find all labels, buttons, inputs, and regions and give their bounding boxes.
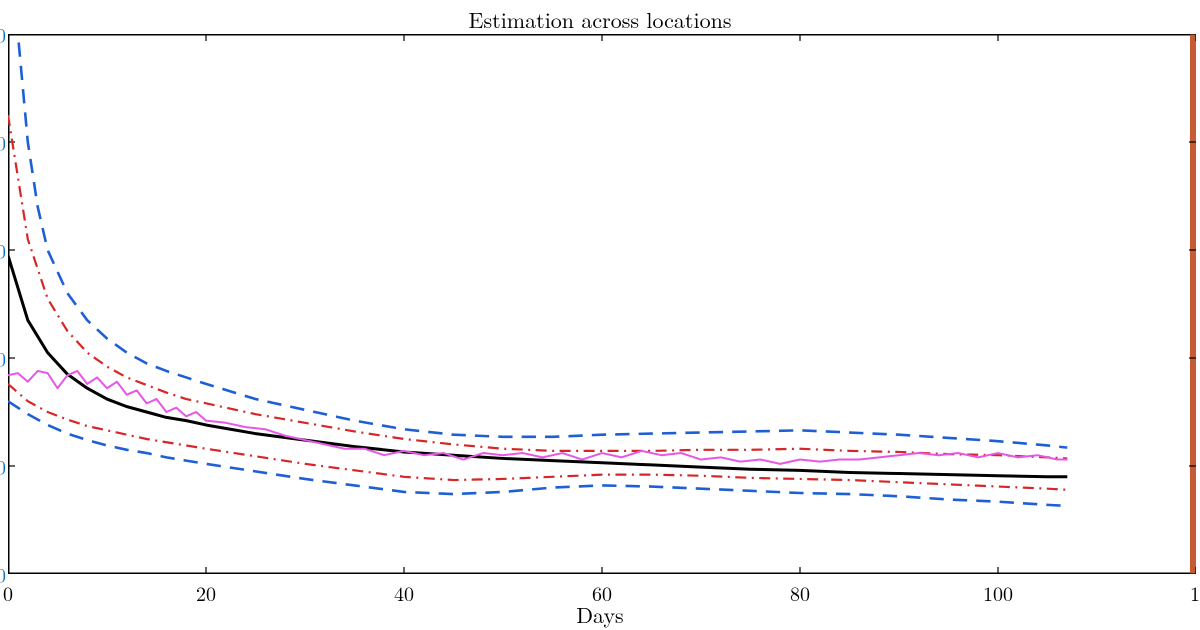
plot-area <box>8 34 1196 574</box>
y-tick-label: 0 <box>0 20 6 49</box>
y-tick-label: 0 <box>0 128 6 157</box>
x-tick-label: 40 <box>394 578 414 607</box>
y-tick-label: 0 <box>0 344 6 373</box>
x-tick-label: 80 <box>790 578 810 607</box>
chart-root: Estimation across locations Days 0204060… <box>0 0 1200 630</box>
x-tick-label: 20 <box>196 578 216 607</box>
x-tick-label: 12 <box>1190 578 1200 607</box>
y-tick-label: 0 <box>0 560 6 589</box>
plot-svg <box>8 34 1196 574</box>
x-tick-label: 100 <box>983 578 1013 607</box>
y-tick-label: 0 <box>0 236 6 265</box>
y-tick-label: 0 <box>0 452 6 481</box>
chart-title: Estimation across locations <box>0 4 1200 35</box>
x-tick-label: 60 <box>592 578 612 607</box>
